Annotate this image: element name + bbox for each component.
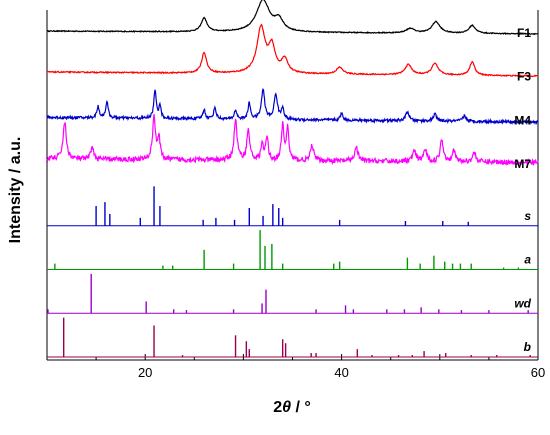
x-tick-label: 60: [531, 365, 545, 380]
x-axis-title-theta: θ: [282, 399, 291, 416]
series-F1: [46, 0, 539, 36]
series-line-F1: [46, 0, 539, 36]
x-axis-title-suffix: / °: [291, 399, 311, 416]
series-label-wd: wd: [514, 296, 531, 310]
series-label-b: b: [524, 340, 531, 354]
series-M7: [46, 114, 539, 167]
series-label-F3: F3: [517, 70, 531, 84]
x-tick-labels: 20 40 60: [138, 365, 545, 380]
plot-frame: [46, 10, 539, 361]
x-tick-label: 40: [334, 365, 348, 380]
series-line-M7: [46, 114, 539, 167]
series-line-F3: [46, 23, 539, 78]
series-labels: F1 F3 M4 M7 s a wd b: [514, 26, 531, 354]
x-tick-label: 20: [138, 365, 152, 380]
series-label-F1: F1: [517, 26, 531, 40]
y-axis-title: Intensity / a.u.: [7, 137, 24, 244]
series-a: [47, 230, 538, 270]
series-label-s: s: [524, 209, 531, 223]
series-b: [47, 317, 538, 358]
series-label-a: a: [524, 253, 531, 267]
series-layer: [46, 0, 539, 358]
series-line-M4: [46, 88, 539, 126]
series-wd: [47, 273, 538, 314]
series-s: [47, 186, 538, 227]
x-axis-title-prefix: 2: [273, 399, 282, 416]
series-label-M7: M7: [514, 157, 531, 171]
x-axis-title: 2θ / °: [273, 399, 311, 416]
series-M4: [46, 88, 539, 126]
series-label-M4: M4: [514, 113, 531, 127]
series-F3: [46, 23, 539, 78]
